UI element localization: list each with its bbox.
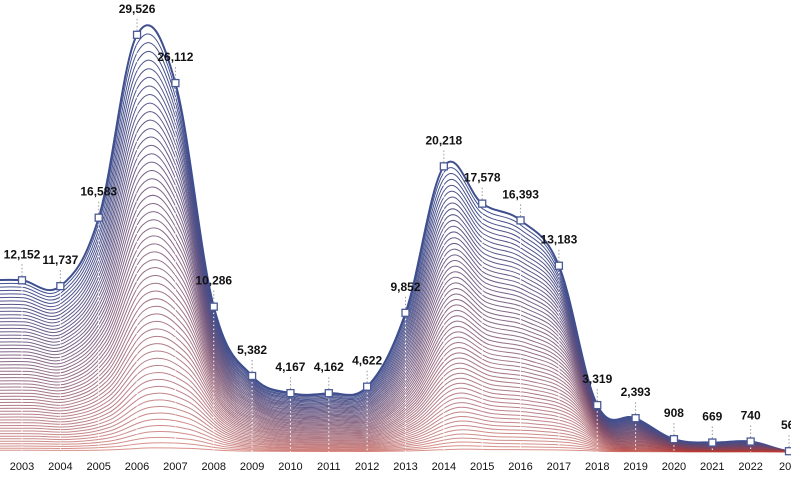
point-markers — [17, 30, 791, 456]
x-tick-label: 2005 — [86, 461, 110, 473]
data-point-marker — [56, 282, 65, 291]
x-tick-label: 2014 — [432, 461, 456, 473]
data-label: 4,622 — [352, 354, 382, 368]
x-tick-label: 2011 — [317, 461, 341, 473]
data-point-marker — [401, 308, 410, 317]
data-label: 2,393 — [621, 385, 651, 399]
x-tick-label: 2004 — [48, 461, 72, 473]
data-label: 56 — [781, 418, 791, 432]
data-label: 26,112 — [157, 50, 193, 64]
data-label: 740 — [741, 409, 761, 423]
data-label: 20,218 — [425, 133, 462, 147]
data-label: 10,286 — [195, 274, 232, 288]
x-tick-label: 2021 — [700, 461, 724, 473]
data-point-marker — [17, 276, 27, 285]
dotted-drop-lines — [21, 16, 790, 452]
x-tick-label: 2020 — [662, 461, 686, 473]
x-tick-label: 202 — [779, 461, 791, 473]
data-label: 908 — [664, 406, 684, 420]
data-point-marker — [94, 213, 103, 222]
data-label: 5,382 — [237, 343, 267, 357]
data-point-marker — [746, 437, 755, 446]
data-point-marker — [516, 216, 525, 225]
x-tick-label: 2016 — [508, 461, 532, 473]
data-point-marker — [209, 302, 218, 311]
data-label: 4,162 — [314, 360, 344, 374]
data-point-marker — [286, 388, 295, 398]
x-tick-label: 2007 — [163, 461, 187, 473]
x-tick-label: 2015 — [470, 461, 494, 473]
data-point-marker — [132, 30, 142, 39]
data-point-marker — [669, 435, 679, 444]
data-point-marker — [593, 400, 602, 410]
data-label: 9,852 — [390, 280, 420, 294]
data-label: 11,737 — [42, 253, 78, 267]
data-label: 17,578 — [464, 171, 501, 185]
x-tick-label: 2003 — [10, 461, 34, 473]
data-label: 29,526 — [119, 2, 156, 16]
ridge-lines — [0, 24, 791, 453]
data-point-marker — [708, 438, 717, 447]
data-point-marker — [554, 261, 564, 270]
data-label: 16,393 — [502, 187, 539, 201]
data-point-marker — [324, 389, 333, 398]
data-label: 669 — [702, 410, 722, 424]
data-point-marker — [247, 371, 257, 381]
x-tick-label: 2009 — [240, 461, 264, 473]
x-tick-label: 2019 — [623, 461, 647, 473]
x-tick-label: 2018 — [585, 461, 609, 473]
ridge-line — [0, 447, 791, 453]
x-tick-label: 2010 — [278, 461, 302, 473]
data-point-marker — [362, 382, 372, 391]
x-tick-label: 2006 — [125, 461, 149, 473]
data-label: 4,167 — [275, 360, 305, 374]
x-tick-label: 2022 — [738, 461, 762, 473]
data-label: 3,319 — [582, 372, 612, 386]
data-point-marker — [631, 414, 640, 423]
x-tick-label: 2013 — [393, 461, 417, 473]
data-point-marker — [478, 199, 487, 208]
data-point-marker — [171, 78, 180, 88]
data-labels: 12,152 11,737 16,583 29,526 26,112 10,286 5,38… — [4, 2, 791, 432]
x-tick-label: 2017 — [547, 461, 571, 473]
data-label: 12,152 — [4, 247, 41, 261]
x-tick-label: 2008 — [202, 461, 226, 473]
x-tick-label: 2012 — [355, 461, 379, 473]
data-point-marker — [439, 162, 449, 171]
data-label: 13,183 — [541, 233, 578, 247]
data-label: 16,583 — [80, 185, 117, 199]
data-point-marker — [784, 447, 791, 456]
x-axis-ticks: 2003 2004 2005 2006 2007 2008 2009 2010 2011 2012… — [10, 461, 791, 473]
